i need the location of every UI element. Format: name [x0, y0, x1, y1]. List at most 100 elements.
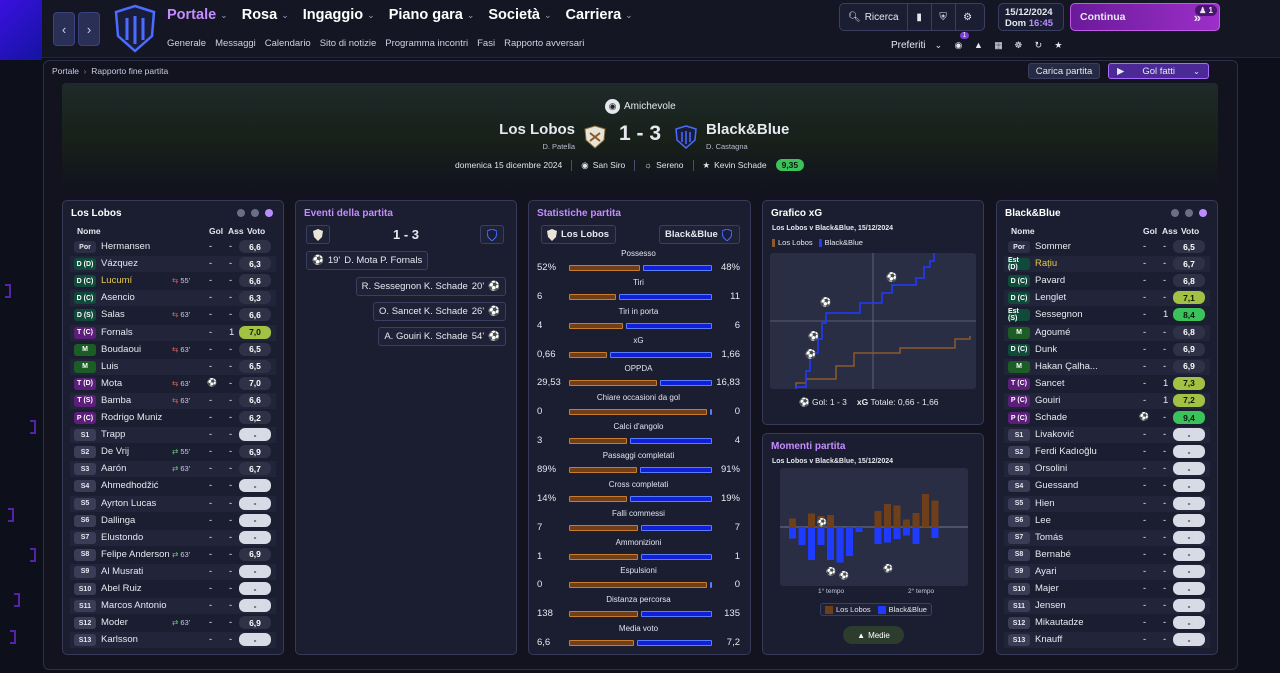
player-name[interactable]: Ferdi Kadıoğlu	[1035, 446, 1097, 458]
player-name[interactable]: Tomás	[1035, 531, 1063, 543]
chat-icon[interactable]: ◉ 1	[951, 32, 970, 52]
back-button[interactable]: ‹	[53, 12, 75, 46]
continue-button[interactable]: Continua » ♟ 1	[1070, 3, 1220, 31]
player-name[interactable]: Bamba	[101, 394, 132, 406]
player-row[interactable]: S5 Ayrton Lucas - - -	[70, 495, 276, 512]
nav-ingaggio[interactable]: Ingaggio ⌄	[303, 7, 375, 23]
player-row[interactable]: S12 Mikautadze - - -	[1004, 615, 1210, 631]
player-name[interactable]: Ayrton Lucas	[101, 497, 157, 509]
subnav-item[interactable]: Generale	[167, 38, 207, 49]
player-row[interactable]: S7 Elustondo - - -	[70, 529, 276, 546]
player-row[interactable]: D (D) Vázquez - -6,3	[70, 256, 276, 273]
nav-società[interactable]: Società ⌄	[488, 7, 551, 23]
event-goal[interactable]: A. Gouiri K. Schade 54' ⚽	[378, 327, 506, 346]
player-name[interactable]: Dallinga	[101, 514, 136, 526]
player-row[interactable]: M Luis - -6,5	[70, 358, 276, 375]
search-button[interactable]: 🔍︎ Ricerca	[840, 4, 908, 30]
tactics-icon[interactable]: ☸	[1014, 39, 1023, 50]
player-name[interactable]: Mikautadze	[1035, 617, 1084, 629]
player-name[interactable]: Sommer	[1035, 241, 1071, 252]
home-team-name[interactable]: Los Lobos	[499, 121, 575, 138]
subnav-item[interactable]: Fasi	[477, 38, 496, 49]
player-name[interactable]: Pavard	[1035, 275, 1066, 287]
player-name[interactable]: Dunk	[1035, 343, 1058, 355]
player-name[interactable]: Al Musrati	[101, 565, 144, 577]
game-date[interactable]: 15/12/2024 Dom 16:45	[998, 3, 1064, 31]
nav-carriera[interactable]: Carriera ⌄	[566, 7, 633, 23]
player-name[interactable]: Moder	[101, 617, 128, 629]
player-row[interactable]: S8 Bernabé - - -	[1004, 547, 1210, 563]
player-name[interactable]: Guessand	[1035, 480, 1079, 492]
player-name[interactable]: Abel Ruiz	[101, 583, 142, 594]
view-dots[interactable]	[237, 209, 273, 217]
player-row[interactable]: D (C) Asencio - -6,3	[70, 290, 276, 307]
player-row[interactable]: S5 Hien - - -	[1004, 495, 1210, 512]
averages-button[interactable]: ▲ Medie	[843, 626, 904, 644]
player-name[interactable]: Livaković	[1035, 429, 1075, 441]
player-name[interactable]: Mota	[101, 377, 123, 389]
subnav-item[interactable]: Messaggi	[215, 38, 256, 49]
player-row[interactable]: S7 Tomás - - -	[1004, 529, 1210, 546]
forward-button[interactable]: ›	[78, 12, 100, 46]
player-row[interactable]: D (C) Pavard - -6,8	[1004, 273, 1210, 289]
player-row[interactable]: S11 Jensen - - -	[1004, 598, 1210, 615]
player-row[interactable]: M Hakan Çalha... - -6,9	[1004, 358, 1210, 375]
player-row[interactable]: S4 Ahmedhodžić - - -	[70, 478, 276, 494]
subnav-item[interactable]: Calendario	[264, 38, 311, 49]
player-name[interactable]: Aarón	[101, 463, 127, 475]
player-row[interactable]: S2 Ferdi Kadıoğlu - - -	[1004, 444, 1210, 460]
subnav-item[interactable]: Programma incontri	[385, 38, 469, 49]
player-name[interactable]: Ayari	[1035, 565, 1057, 577]
nav-portale[interactable]: Portale ⌄	[167, 7, 228, 23]
player-row[interactable]: T (C) Fornals - 1 7,0	[70, 324, 276, 341]
player-row[interactable]: T (C) Sancet - 1 7,3	[1004, 376, 1210, 392]
player-row[interactable]: D (C) Lenglet - -7,1	[1004, 290, 1210, 307]
player-name[interactable]: De Vrij	[101, 446, 130, 458]
player-name[interactable]: Rodrigo Muniz	[101, 412, 163, 423]
clipboard-icon[interactable]: ▦	[994, 39, 1003, 50]
away-team-name[interactable]: Black&Blue	[706, 121, 790, 138]
player-row[interactable]: S11 Marcos Antonio - - -	[70, 598, 276, 615]
refresh-icon[interactable]: ↻	[1034, 39, 1043, 50]
player-row[interactable]: D (C) Lucumí ⇆ 55' - -6,6	[70, 273, 276, 289]
event-goal[interactable]: O. Sancet K. Schade 26' ⚽	[373, 302, 506, 321]
load-match-button[interactable]: Carica partita	[1028, 63, 1100, 79]
player-row[interactable]: S3 Aarón ⇄ 63' - -6,7	[70, 461, 276, 478]
player-name[interactable]: Boudaoui	[101, 343, 142, 355]
preferiti-dropdown[interactable]: Preferiti	[891, 39, 926, 51]
shield-icon[interactable]: ⛨	[932, 4, 956, 30]
player-name[interactable]: Lucumí	[101, 275, 133, 287]
player-name[interactable]: Schade	[1035, 412, 1068, 423]
player-row[interactable]: D (C) Dunk - -6,9	[1004, 342, 1210, 358]
breadcrumb-root[interactable]: Portale	[52, 66, 79, 76]
player-name[interactable]: Sessegnon	[1035, 309, 1083, 321]
player-name[interactable]: Lenglet	[1035, 292, 1067, 304]
player-row[interactable]: M Agoumé - -6,8	[1004, 324, 1210, 341]
player-row[interactable]: Est (D) Rațiu - -6,7	[1004, 256, 1210, 273]
player-row[interactable]: S9 Al Musrati - - -	[70, 563, 276, 580]
player-row[interactable]: T (S) Bamba ⇆ 63' - -6,6	[70, 392, 276, 409]
player-name[interactable]: Jensen	[1035, 600, 1066, 612]
player-row[interactable]: S12 Moder ⇄ 63' - -6,9	[70, 615, 276, 631]
player-row[interactable]: S6 Lee - - -	[1004, 513, 1210, 529]
player-name[interactable]: Trapp	[101, 429, 126, 441]
nav-piano-gara[interactable]: Piano gara ⌄	[389, 7, 475, 23]
player-name[interactable]: Agoumé	[1035, 326, 1071, 338]
player-name[interactable]: Knauff	[1035, 634, 1063, 646]
player-name[interactable]: Hien	[1035, 497, 1055, 509]
gear-icon[interactable]: ⚙	[963, 11, 973, 23]
bookmark-icon[interactable]: ▮	[908, 4, 932, 30]
player-row[interactable]: S13 Karlsson - - -	[70, 632, 276, 649]
player-name[interactable]: Fornals	[101, 326, 133, 338]
view-dots[interactable]	[1171, 209, 1207, 217]
away-manager[interactable]: D. Castagna	[706, 142, 748, 151]
player-name[interactable]: Elustondo	[101, 531, 144, 543]
subnav-item[interactable]: Sito di notizie	[319, 38, 377, 49]
home-manager[interactable]: D. Patella	[542, 142, 575, 151]
player-name[interactable]: Luis	[101, 360, 119, 372]
shirt-icon[interactable]: ▲	[973, 40, 983, 50]
player-name[interactable]: Hermansen	[101, 241, 151, 252]
player-row[interactable]: S10 Abel Ruiz - - -	[70, 581, 276, 597]
player-name[interactable]: Sancet	[1035, 377, 1065, 389]
player-name[interactable]: Vázquez	[101, 258, 138, 270]
